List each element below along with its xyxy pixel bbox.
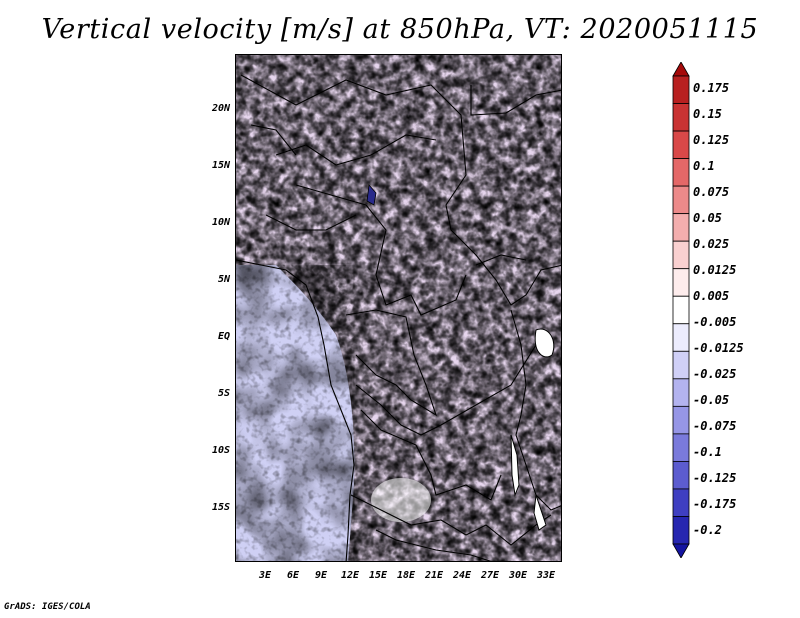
lat-label-20n: 20N: [211, 103, 230, 114]
colorbar-segment: [672, 488, 690, 517]
legend-label: 0.05: [693, 211, 722, 225]
colorbar-segment: [672, 103, 690, 132]
velocity-map: [235, 54, 562, 562]
colorbar-segment: [672, 461, 690, 490]
legend-label: -0.075: [693, 419, 737, 433]
legend-label: -0.2: [693, 523, 722, 537]
map-title: Vertical velocity [m/s] at 850hPa, VT: 2…: [41, 14, 759, 45]
colorbar: [672, 62, 690, 558]
colorbar-segment: [672, 213, 690, 242]
lon-label-27e: 27E: [480, 570, 500, 581]
colorbar-segment: [672, 62, 690, 77]
colorbar-segment: [672, 323, 690, 352]
colorbar-segment: [672, 516, 690, 545]
legend-label: -0.1: [693, 445, 722, 459]
legend-label: -0.05: [693, 393, 730, 407]
lat-label-5s: 5S: [217, 388, 230, 399]
legend-label: 0.025: [693, 237, 730, 251]
legend-label: -0.005: [693, 315, 737, 329]
colorbar-segment: [672, 185, 690, 215]
legend-label: 0.175: [693, 81, 730, 95]
lon-label-30e: 30E: [508, 570, 528, 581]
legend-label: -0.125: [693, 471, 737, 485]
legend-label: 0.1: [693, 159, 715, 173]
legend-label: 0.005: [693, 289, 730, 303]
colorbar-segment: [672, 130, 690, 159]
legend-label: 0.125: [693, 133, 730, 147]
colorbar-segment: [672, 405, 690, 435]
legend-label: -0.175: [693, 497, 737, 511]
legend-label: -0.025: [693, 367, 737, 381]
lon-label-9e: 9E: [314, 570, 328, 581]
velocity-field: [236, 55, 561, 561]
colorbar-segment: [672, 158, 690, 187]
colorbar-segment: [672, 378, 690, 407]
lat-label-5n: 5N: [217, 274, 230, 285]
lon-label-3e: 3E: [258, 570, 272, 581]
lon-label-12e: 12E: [340, 570, 360, 581]
lon-label-18e: 18E: [396, 570, 416, 581]
lon-label-24e: 24E: [452, 570, 472, 581]
colorbar-segment: [672, 433, 690, 462]
lon-label-33e: 33E: [536, 570, 556, 581]
legend-label: -0.0125: [693, 341, 744, 355]
colorbar-segment: [672, 268, 690, 297]
colorbar-segment: [672, 75, 690, 104]
lon-label-6e: 6E: [286, 570, 300, 581]
colorbar-segment: [672, 350, 690, 380]
colorbar-segment: [672, 543, 690, 558]
lon-label-21e: 21E: [424, 570, 444, 581]
lat-label-eq: EQ: [217, 331, 230, 342]
grads-credit: GrADS: IGES/COLA: [4, 602, 91, 612]
legend-label: 0.075: [693, 185, 730, 199]
lon-label-15e: 15E: [368, 570, 388, 581]
lat-label-10s: 10S: [211, 445, 230, 456]
legend-label: 0.15: [693, 107, 722, 121]
lat-label-15s: 15S: [211, 502, 230, 513]
lat-label-15n: 15N: [211, 160, 230, 171]
legend-label: 0.0125: [693, 263, 737, 277]
colorbar-segment: [672, 240, 690, 270]
lat-label-10n: 10N: [211, 217, 230, 228]
colorbar-segment: [672, 295, 690, 325]
